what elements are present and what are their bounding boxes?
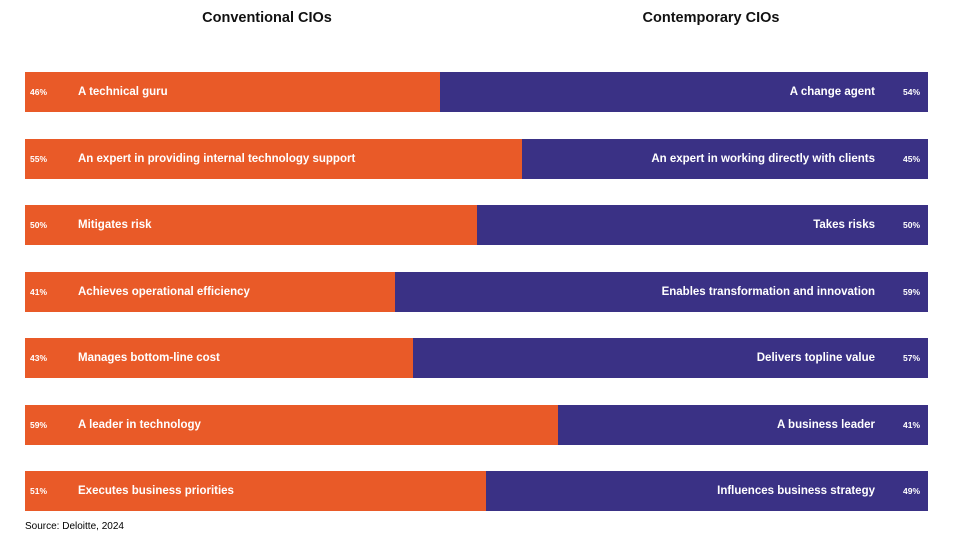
- contemporary-percent: 41%: [902, 419, 920, 430]
- contemporary-label: A change agent: [789, 86, 875, 98]
- conventional-percent: 51%: [30, 486, 48, 496]
- contemporary-label: Takes risks: [813, 219, 875, 231]
- conventional-percent: 59%: [30, 419, 48, 430]
- bar-rows-container: 46% A technical guru A change agent 54% …: [25, 72, 928, 538]
- contemporary-percent: 49%: [902, 486, 920, 496]
- contemporary-bar: An expert in working directly with clien…: [521, 138, 928, 179]
- source-note: Source: Deloitte, 2024: [25, 521, 124, 532]
- bar-row: 43% Manages bottom-line cost Delivers to…: [25, 338, 928, 378]
- conventional-percent: 50%: [30, 220, 48, 230]
- contemporary-label: An expert in working directly with clien…: [651, 152, 875, 165]
- conventional-percent: 55%: [30, 153, 48, 164]
- conventional-label: An expert in providing internal technolo…: [78, 152, 356, 165]
- contemporary-bar: Delivers topline value 57%: [413, 338, 928, 378]
- bar-row: 41% Achieves operational efficiency Enab…: [25, 271, 928, 312]
- conventional-bar: 51% Executes business priorities: [25, 471, 486, 511]
- conventional-bar: 59% A leader in technology: [25, 404, 558, 445]
- contemporary-column-header: Contemporary CIOs: [642, 10, 780, 26]
- contemporary-percent: 59%: [902, 286, 920, 297]
- conventional-bar: 55% An expert in providing internal tech…: [25, 138, 522, 179]
- bar-row: 59% A leader in technology A business le…: [25, 404, 928, 445]
- conventional-bar: 43% Manages bottom-line cost: [25, 338, 414, 378]
- conventional-percent: 43%: [30, 353, 48, 363]
- bar-row: 51% Executes business priorities Influen…: [25, 471, 928, 511]
- contemporary-percent: 57%: [902, 353, 920, 363]
- conventional-percent: 46%: [30, 87, 48, 97]
- conventional-label: Manages bottom-line cost: [78, 352, 220, 364]
- contemporary-bar: Takes risks 50%: [476, 205, 928, 245]
- conventional-percent: 41%: [30, 286, 48, 297]
- contemporary-label: Influences business strategy: [717, 485, 875, 497]
- bar-row: 46% A technical guru A change agent 54%: [25, 72, 928, 112]
- contemporary-label: Delivers topline value: [756, 352, 875, 364]
- conventional-label: Mitigates risk: [78, 219, 152, 231]
- conventional-label: Achieves operational efficiency: [78, 285, 250, 298]
- conventional-label: A technical guru: [78, 86, 168, 98]
- contemporary-percent: 45%: [902, 153, 920, 164]
- contemporary-bar: A change agent 54%: [440, 72, 928, 112]
- contemporary-label: A business leader: [776, 418, 875, 431]
- conventional-bar: 46% A technical guru: [25, 72, 441, 112]
- contemporary-bar: A business leader 41%: [557, 404, 928, 445]
- conventional-bar: 41% Achieves operational efficiency: [25, 271, 396, 312]
- bar-row: 50% Mitigates risk Takes risks 50%: [25, 205, 928, 245]
- bar-row: 55% An expert in providing internal tech…: [25, 138, 928, 179]
- contemporary-percent: 54%: [902, 87, 920, 97]
- contemporary-label: Enables transformation and innovation: [661, 285, 875, 298]
- contemporary-bar: Enables transformation and innovation 59…: [395, 271, 928, 312]
- contemporary-percent: 50%: [902, 220, 920, 230]
- conventional-label: A leader in technology: [78, 418, 201, 431]
- conventional-label: Executes business priorities: [78, 485, 234, 497]
- conventional-column-header: Conventional CIOs: [202, 10, 332, 26]
- contemporary-bar: Influences business strategy 49%: [485, 471, 928, 511]
- conventional-bar: 50% Mitigates risk: [25, 205, 477, 245]
